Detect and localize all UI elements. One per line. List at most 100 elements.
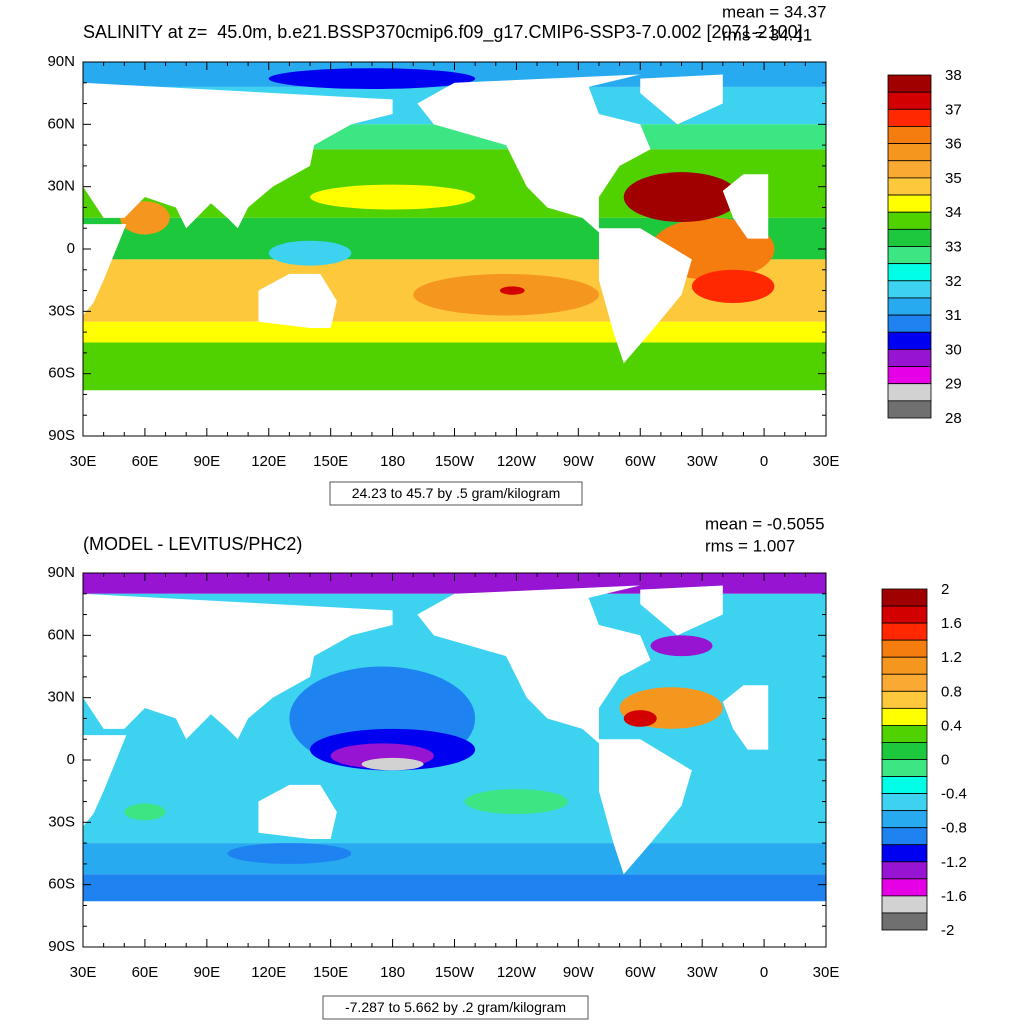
colorbar-box — [887, 177, 932, 196]
land — [83, 901, 826, 947]
colorbar-label: -1.2 — [941, 854, 967, 871]
colorbar-box — [881, 673, 928, 692]
colorbar-box — [881, 690, 928, 709]
land — [417, 74, 651, 233]
colorbar-label: 1.6 — [941, 615, 962, 632]
colorbar-box — [881, 588, 928, 607]
lon-label: 120W — [497, 964, 537, 981]
colorbar-label: 32 — [945, 273, 962, 290]
lon-label: 30W — [687, 964, 719, 981]
lon-label: 120W — [497, 453, 537, 470]
lon-label: 150E — [313, 453, 348, 470]
rms-label: rms = 1.007 — [705, 536, 795, 555]
map — [83, 573, 826, 947]
lat-label: 60N — [47, 115, 75, 132]
lat-label: 90N — [47, 564, 75, 581]
lon-label: 180 — [380, 964, 405, 981]
mean-label: mean = 34.37 — [722, 2, 826, 21]
ocean-feature — [499, 286, 525, 295]
lat-label: 60S — [48, 876, 75, 893]
panel-title: SALINITY at z= 45.0m, b.e21.BSSP370cmip6… — [83, 22, 803, 43]
colorbar-box — [881, 725, 928, 743]
colorbar-label: 36 — [945, 136, 962, 153]
colorbar-box — [881, 656, 928, 675]
colorbar-box — [881, 878, 928, 897]
lat-label: 90N — [47, 53, 75, 70]
footer-box — [329, 481, 583, 506]
colorbar-label: -0.8 — [941, 820, 967, 837]
lon-label: 150E — [313, 964, 348, 981]
ocean-feature — [310, 184, 476, 210]
colorbar-label: 28 — [945, 410, 962, 427]
land — [258, 273, 337, 328]
lon-label: 120E — [251, 453, 286, 470]
lat-label: 0 — [67, 751, 75, 768]
colorbar-box — [887, 194, 932, 213]
lon-label: 30E — [813, 453, 840, 470]
lat-label: 30S — [48, 302, 75, 319]
ocean-feature — [623, 172, 740, 222]
colorbar-box — [881, 844, 928, 863]
colorbar-label: -2 — [941, 922, 954, 939]
land — [598, 739, 692, 875]
colorbar-box — [881, 707, 928, 726]
ocean-feature — [227, 843, 352, 864]
panel-title: (MODEL - LEVITUS/PHC2) — [83, 534, 302, 554]
ocean-feature — [268, 240, 352, 266]
colorbar-label: 38 — [945, 67, 962, 84]
ocean-feature — [650, 635, 713, 657]
rms-label: rms = 34.41 — [722, 25, 812, 44]
ocean-feature — [361, 757, 424, 771]
land — [258, 784, 337, 839]
colorbar-box — [887, 280, 932, 299]
colorbar-box — [881, 793, 928, 812]
footer-label: -7.287 to 5.662 by .2 gram/kilogram — [345, 999, 566, 1015]
lon-label: 150W — [435, 453, 475, 470]
lon-label: 60E — [132, 453, 159, 470]
lat-label: 30N — [47, 178, 75, 195]
colorbar-box — [881, 827, 928, 846]
ocean-band — [83, 321, 826, 343]
footer-label: 24.23 to 45.7 by .5 gram/kilogram — [352, 485, 561, 501]
lon-label: 0 — [760, 964, 768, 981]
colorbar-box — [881, 742, 928, 760]
land — [83, 735, 127, 827]
colorbar-label: 37 — [945, 101, 962, 118]
colorbar-box — [887, 263, 932, 282]
colorbar-label: 29 — [945, 376, 962, 393]
colorbar-label: 0.8 — [941, 683, 962, 700]
colorbar-label: 30 — [945, 341, 962, 358]
lon-label: 120E — [251, 964, 286, 981]
ocean-feature — [124, 803, 166, 821]
footer-box — [322, 995, 589, 1020]
colorbar-label: 0 — [941, 751, 949, 768]
colorbar-box — [881, 861, 928, 880]
colorbar-label: 2 — [941, 581, 949, 598]
lon-label: 30E — [70, 964, 97, 981]
colorbar-label: 35 — [945, 170, 962, 187]
land — [83, 390, 826, 436]
colorbar-label: 31 — [945, 307, 962, 324]
lat-label: 90S — [48, 938, 75, 955]
mean-label: mean = -0.5055 — [705, 514, 825, 533]
land — [640, 74, 723, 125]
colorbar-box — [887, 400, 932, 419]
land — [83, 224, 127, 316]
lon-label: 90W — [563, 453, 595, 470]
colorbar-label: 33 — [945, 238, 962, 255]
lon-label: 90E — [193, 964, 220, 981]
ocean-feature — [691, 269, 775, 304]
ocean-feature — [623, 710, 657, 727]
colorbar-box — [887, 108, 932, 127]
lat-label: 60N — [47, 626, 75, 643]
colorbar-box — [887, 126, 932, 144]
colorbar-box — [887, 366, 932, 385]
colorbar-box — [881, 895, 928, 914]
map — [83, 62, 826, 436]
colorbar-box — [887, 331, 932, 350]
land — [83, 593, 393, 740]
colorbar-box — [887, 228, 932, 247]
ocean-feature — [268, 68, 476, 90]
